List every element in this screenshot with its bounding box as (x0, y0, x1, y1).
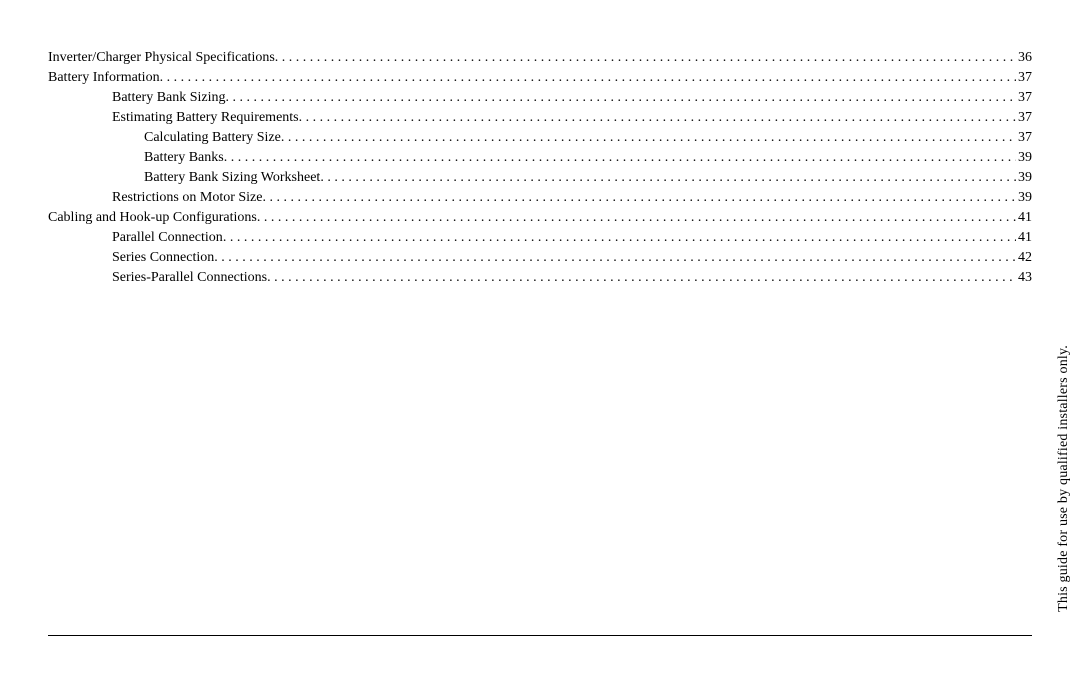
toc-entry-title: Battery Bank Sizing Worksheet (144, 168, 320, 188)
toc-entry: Series Connection 42 (48, 248, 1032, 268)
toc-leader (223, 228, 1016, 248)
toc-entry-page: 39 (1016, 148, 1032, 168)
toc-entry: Estimating Battery Requirements 37 (48, 108, 1032, 128)
toc-leader (281, 128, 1016, 148)
toc-leader (299, 108, 1016, 128)
toc-entry-page: 37 (1016, 128, 1032, 148)
toc-entry-page: 41 (1016, 208, 1032, 228)
toc-leader (267, 268, 1016, 288)
table-of-contents: Inverter/Charger Physical Specifications… (48, 48, 1032, 288)
toc-entry-title: Cabling and Hook-up Configurations (48, 208, 257, 228)
toc-entry: Cabling and Hook-up Configurations 41 (48, 208, 1032, 228)
toc-entry-page: 37 (1016, 88, 1032, 108)
toc-leader (224, 148, 1016, 168)
toc-entry-page: 39 (1016, 168, 1032, 188)
toc-entry-page: 37 (1016, 68, 1032, 88)
toc-entry: Battery Bank Sizing Worksheet 39 (48, 168, 1032, 188)
toc-entry: Battery Bank Sizing 37 (48, 88, 1032, 108)
toc-entry-title: Battery Information (48, 68, 160, 88)
toc-entry-title: Inverter/Charger Physical Specifications (48, 48, 275, 68)
toc-entry: Series-Parallel Connections 43 (48, 268, 1032, 288)
toc-leader (214, 248, 1016, 268)
toc-entry: Inverter/Charger Physical Specifications… (48, 48, 1032, 68)
toc-leader (263, 188, 1017, 208)
toc-entry-page: 42 (1016, 248, 1032, 268)
toc-entry-title: Battery Bank Sizing (112, 88, 226, 108)
toc-entry-title: Parallel Connection (112, 228, 223, 248)
toc-entry: Battery Information 37 (48, 68, 1032, 88)
toc-entry-title: Estimating Battery Requirements (112, 108, 299, 128)
toc-entry-page: 37 (1016, 108, 1032, 128)
toc-entry-page: 39 (1016, 188, 1032, 208)
toc-entry: Restrictions on Motor Size 39 (48, 188, 1032, 208)
toc-page: Inverter/Charger Physical Specifications… (48, 48, 1032, 698)
toc-leader (257, 208, 1016, 228)
side-note: This guide for use by qualified installe… (1056, 345, 1072, 612)
toc-entry-page: 36 (1016, 48, 1032, 68)
toc-entry-page: 41 (1016, 228, 1032, 248)
toc-entry-page: 43 (1016, 268, 1032, 288)
toc-leader (275, 48, 1016, 68)
toc-entry: Calculating Battery Size 37 (48, 128, 1032, 148)
toc-leader (160, 68, 1016, 88)
footer-rule (48, 635, 1032, 636)
toc-leader (320, 168, 1016, 188)
toc-entry-title: Calculating Battery Size (144, 128, 281, 148)
toc-entry-title: Series Connection (112, 248, 214, 268)
toc-entry: Parallel Connection 41 (48, 228, 1032, 248)
toc-entry-title: Battery Banks (144, 148, 224, 168)
toc-entry-title: Restrictions on Motor Size (112, 188, 263, 208)
toc-leader (226, 88, 1016, 108)
toc-entry: Battery Banks 39 (48, 148, 1032, 168)
toc-entry-title: Series-Parallel Connections (112, 268, 267, 288)
